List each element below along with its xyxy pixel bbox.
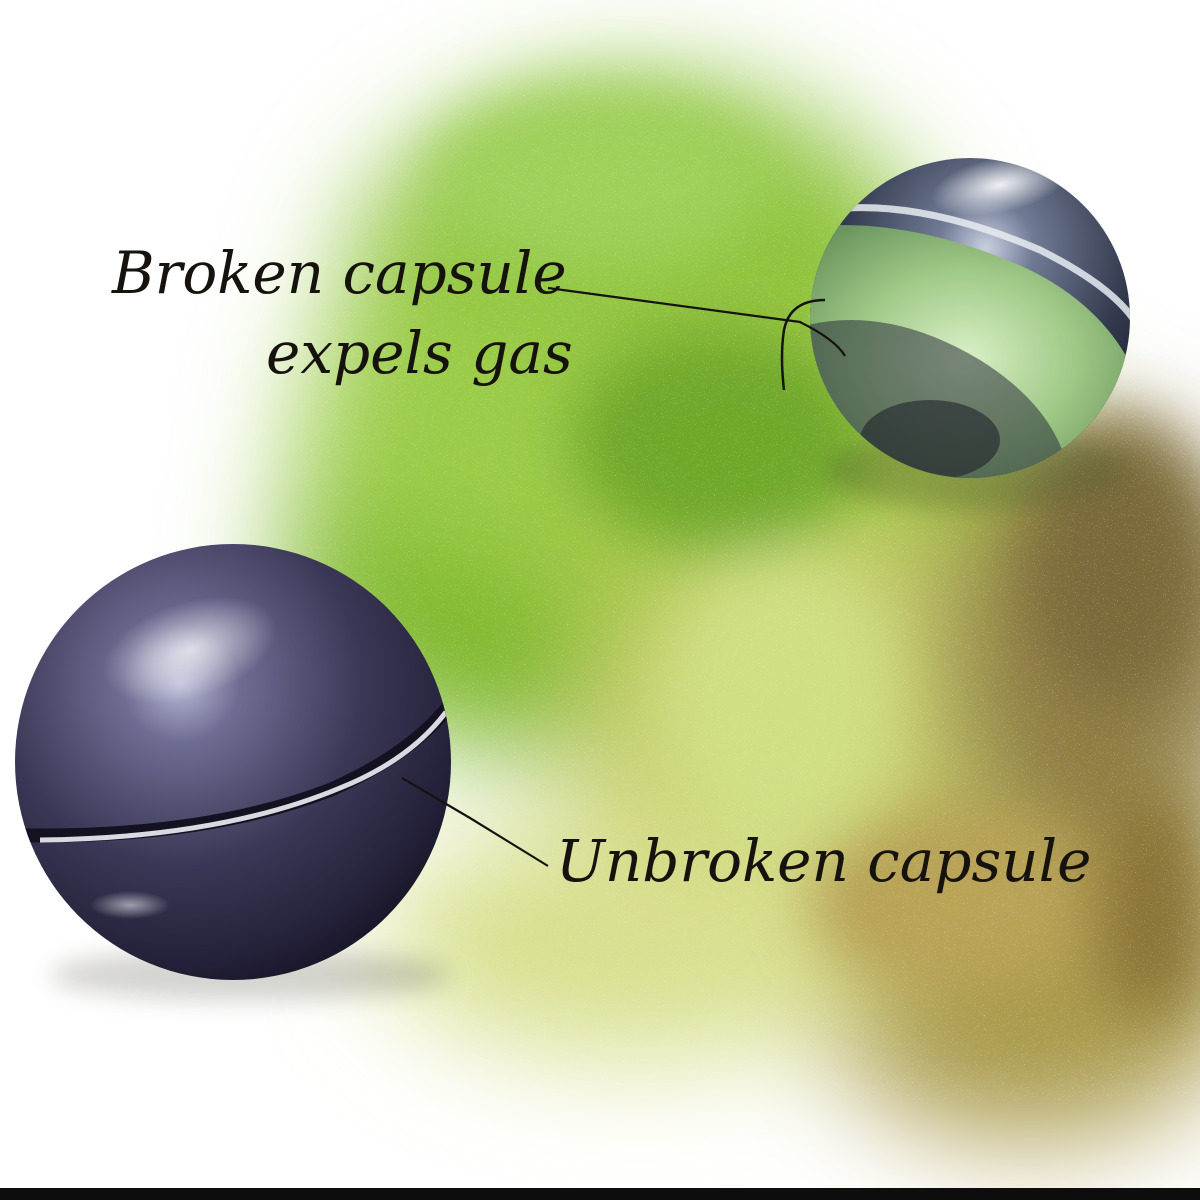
leader-line-broken [547, 286, 846, 357]
broken-capsule-label-line2: expels gas [266, 319, 573, 387]
unbroken-capsule-label: Unbroken capsule [556, 827, 1092, 895]
bottom-border [0, 1188, 1200, 1200]
broken-capsule [810, 158, 1130, 510]
leader-lines [401, 286, 846, 867]
leader-line-unbroken [401, 777, 549, 867]
broken-capsule-label-line1: Broken capsule [112, 239, 567, 307]
unbroken-capsule [15, 544, 451, 1001]
broken-opening-mark [780, 298, 826, 391]
gas-cloud [280, 60, 1200, 1140]
